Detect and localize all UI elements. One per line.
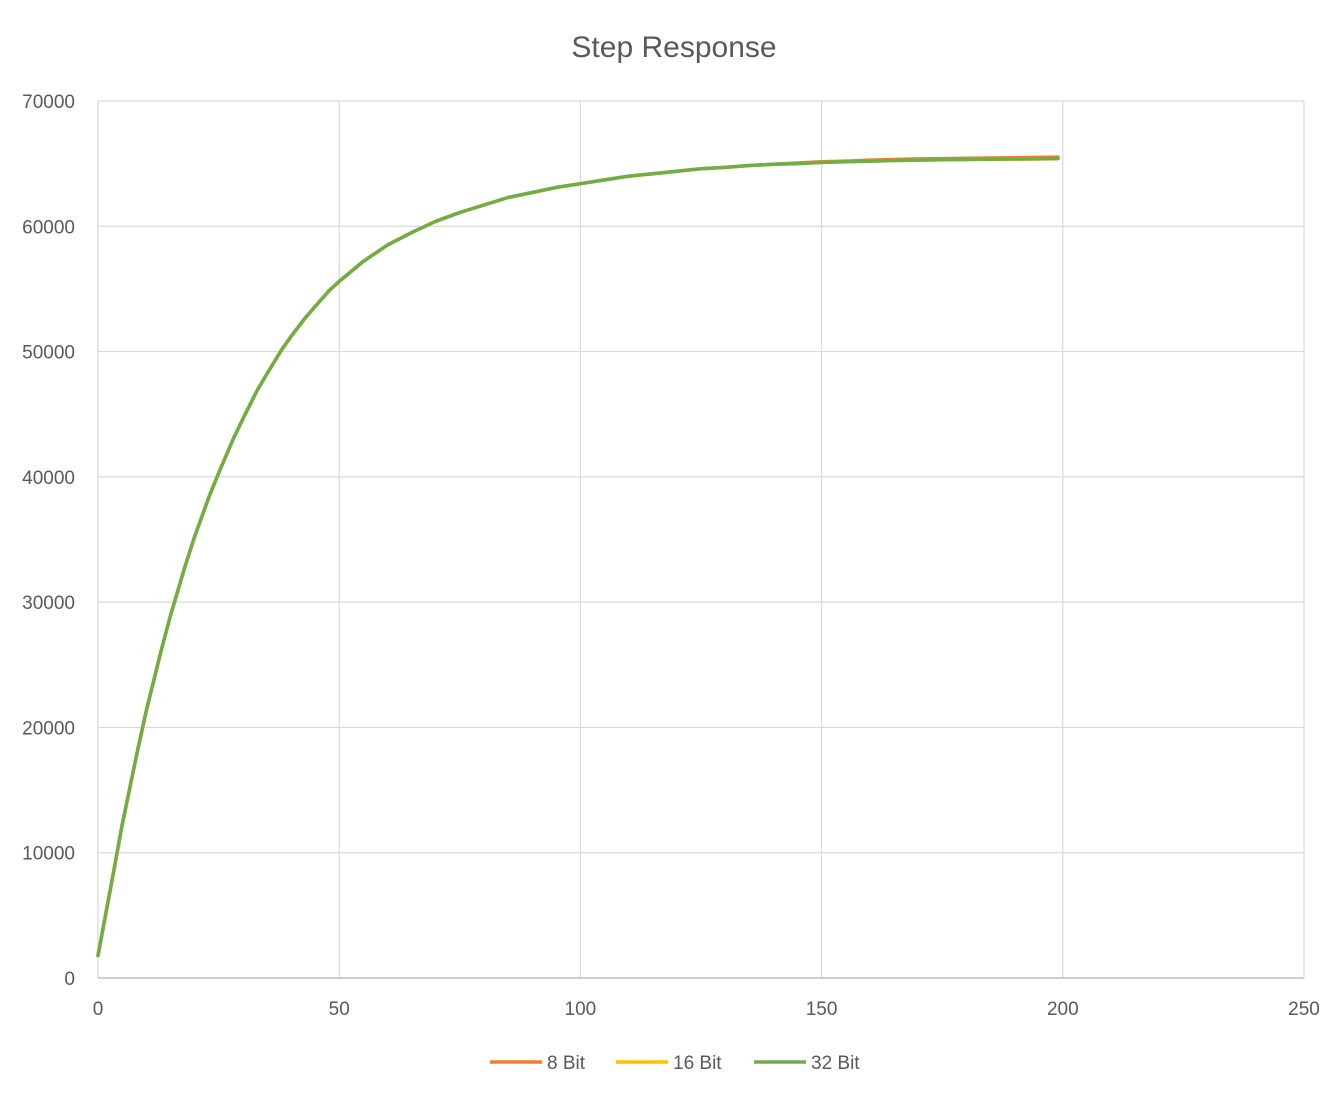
y-tick-label: 10000 [22, 844, 75, 865]
series-lines [96, 155, 1060, 958]
legend-label: 32 Bit [811, 1053, 860, 1074]
axes: 0 10000 20000 30000 40000 50000 60000 70000 0 50 1… [22, 92, 1320, 1020]
series-line-32-bit [96, 156, 1060, 958]
y-tick-label: 0 [64, 969, 75, 990]
y-tick-label: 60000 [22, 217, 75, 238]
chart-title: Step Response [571, 31, 776, 64]
y-tick-label: 30000 [22, 593, 75, 614]
legend: 8 Bit 16 Bit 32 Bit [490, 1053, 860, 1074]
x-tick-label: 0 [93, 999, 104, 1020]
y-tick-label: 20000 [22, 718, 75, 739]
x-tick-label: 250 [1288, 999, 1320, 1020]
legend-label: 16 Bit [673, 1053, 722, 1074]
x-tick-label: 100 [565, 999, 597, 1020]
legend-label: 8 Bit [547, 1053, 586, 1074]
x-tick-label: 150 [806, 999, 838, 1020]
x-tick-label: 200 [1047, 999, 1079, 1020]
grid [97, 100, 1305, 978]
y-tick-label: 40000 [22, 468, 75, 489]
series-line-8-bit [96, 155, 1060, 958]
series-line-16-bit [96, 156, 1060, 958]
y-tick-label: 50000 [22, 343, 75, 364]
y-tick-label: 70000 [22, 92, 75, 113]
x-tick-label: 50 [329, 999, 350, 1020]
